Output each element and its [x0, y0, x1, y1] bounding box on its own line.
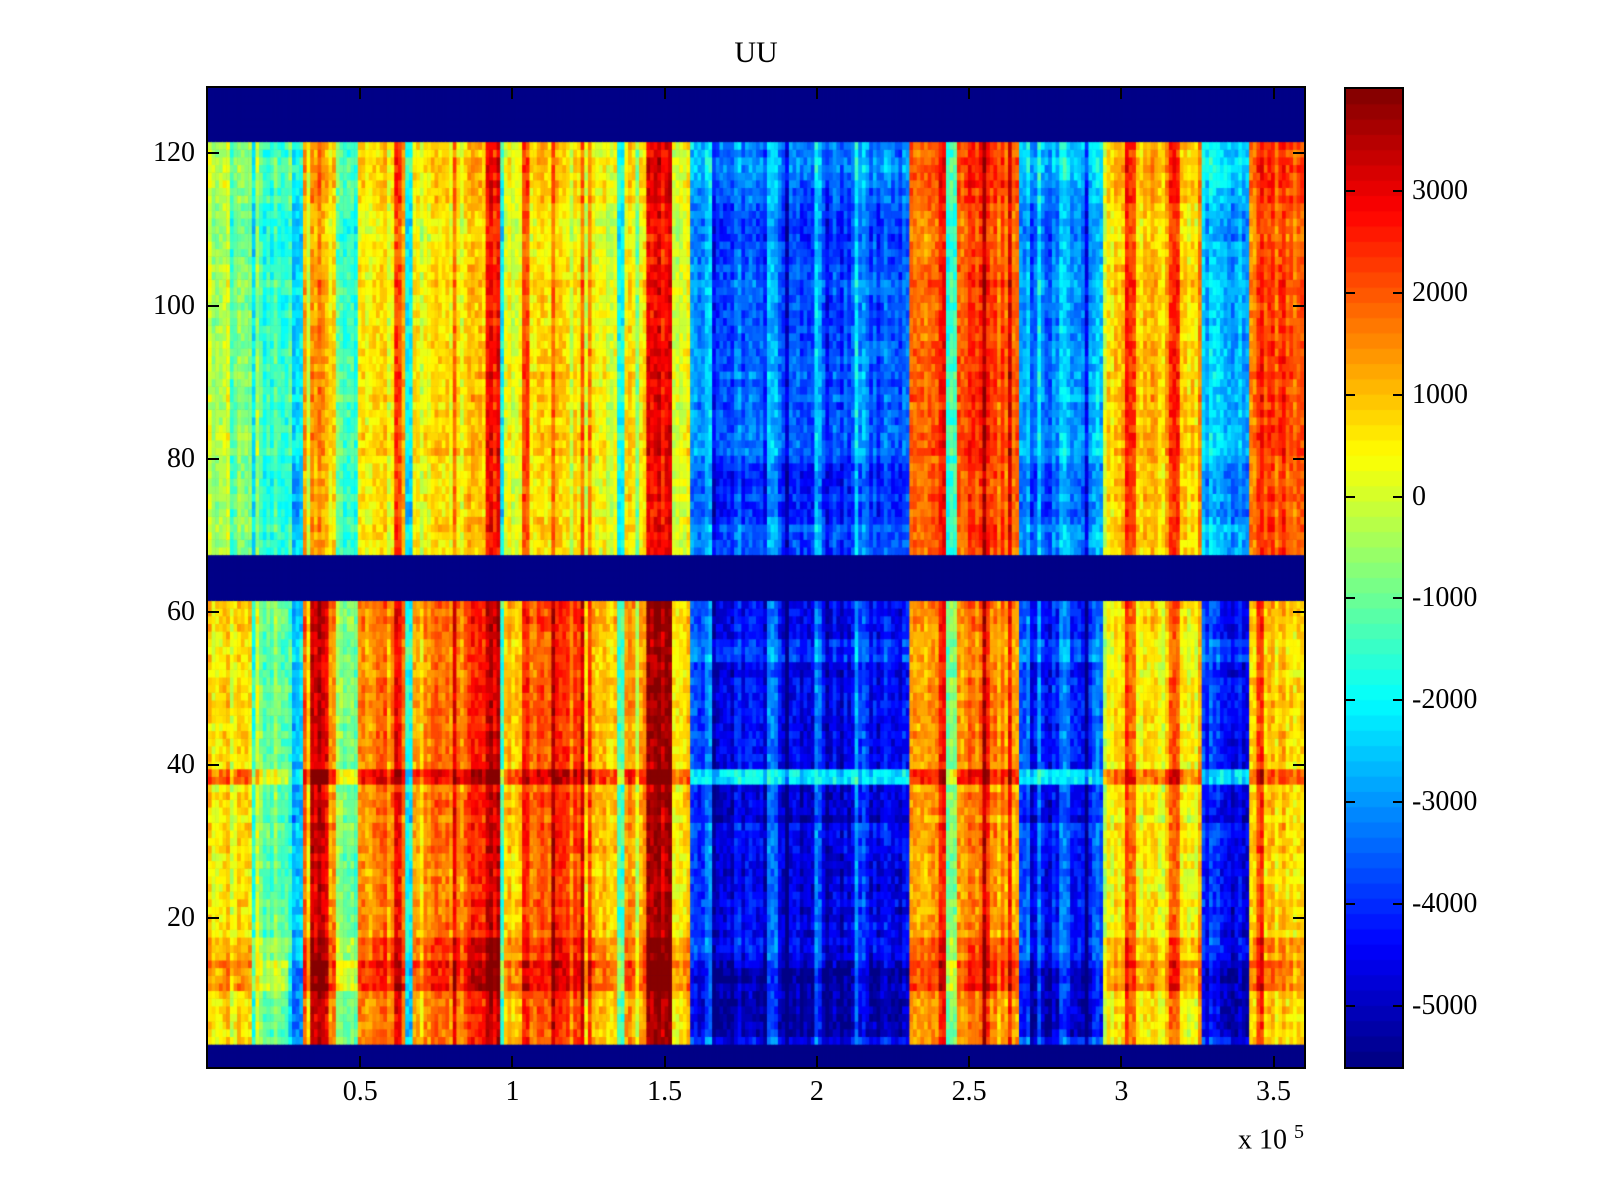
y-tick-left — [208, 763, 219, 766]
x-tick-top — [1120, 88, 1123, 99]
colorbar-tick-right — [1393, 291, 1402, 294]
y-tick-label: 40 — [167, 748, 195, 780]
colorbar-tick-label: 3000 — [1412, 174, 1468, 206]
y-tick-right — [1293, 916, 1304, 919]
y-tick-label: 60 — [167, 595, 195, 627]
x-tick-top — [511, 88, 514, 99]
x-tick-top — [968, 88, 971, 99]
colorbar-tick-right — [1393, 903, 1402, 905]
colorbar-tick-left — [1346, 291, 1355, 294]
colorbar-tick-left — [1346, 801, 1355, 804]
heatmap-canvas — [208, 88, 1304, 1067]
x-tick-bottom — [359, 1056, 362, 1067]
x-tick-label: 3 — [1114, 1076, 1129, 1107]
colorbar-tick-left — [1346, 903, 1355, 905]
x-tick-label: 3.5 — [1256, 1076, 1292, 1107]
y-tick-right — [1293, 304, 1304, 307]
x-tick-bottom — [663, 1056, 666, 1067]
heatmap-plot-box — [206, 86, 1306, 1069]
colorbar-tick-right — [1393, 393, 1402, 396]
colorbar-tick-right — [1393, 801, 1402, 804]
y-tick-right — [1293, 610, 1304, 613]
colorbar-tick-left — [1346, 699, 1355, 702]
colorbar-tick-label: -1000 — [1412, 582, 1478, 614]
colorbar-tick-right — [1393, 699, 1402, 702]
colorbar-tick-right — [1393, 189, 1402, 192]
x-tick-label: 2 — [809, 1076, 824, 1107]
colorbar-tick-left — [1346, 597, 1355, 600]
y-tick-left — [208, 916, 219, 919]
colorbar-tick-label: -4000 — [1412, 888, 1478, 919]
x-tick-label: 1 — [505, 1076, 520, 1107]
x-tick-bottom — [511, 1056, 514, 1067]
y-tick-label: 100 — [153, 289, 195, 321]
y-tick-left — [208, 457, 219, 460]
colorbar-tick-right — [1393, 1004, 1402, 1007]
x-tick-bottom — [815, 1056, 818, 1067]
x-tick-bottom — [1272, 1056, 1275, 1067]
y-tick-left — [208, 152, 219, 154]
y-tick-right — [1293, 152, 1304, 154]
y-tick-label: 120 — [153, 137, 195, 168]
y-tick-left — [208, 610, 219, 613]
colorbar-tick-label: -3000 — [1412, 786, 1478, 818]
x-axis-exponent-base: x 10 — [1238, 1124, 1287, 1156]
colorbar-canvas — [1346, 89, 1402, 1067]
colorbar-tick-label: 1000 — [1412, 378, 1468, 410]
colorbar-tick-left — [1346, 495, 1355, 498]
colorbar — [1344, 87, 1404, 1069]
x-tick-top — [1272, 88, 1275, 99]
x-tick-label: 0.5 — [342, 1076, 378, 1107]
y-tick-right — [1293, 763, 1304, 766]
x-tick-label: 2.5 — [951, 1076, 987, 1107]
x-tick-top — [359, 88, 362, 99]
x-axis-exponent-label: x 10 5 — [1238, 1118, 1304, 1154]
y-tick-right — [1293, 457, 1304, 460]
colorbar-tick-left — [1346, 189, 1355, 192]
colorbar-tick-right — [1393, 495, 1402, 498]
x-tick-top — [663, 88, 666, 99]
colorbar-tick-label: 0 — [1412, 480, 1426, 512]
x-tick-top — [815, 88, 818, 99]
colorbar-tick-label: -5000 — [1412, 989, 1478, 1021]
colorbar-tick-left — [1346, 1004, 1355, 1007]
colorbar-tick-label: -2000 — [1412, 684, 1478, 716]
x-tick-bottom — [1120, 1056, 1123, 1067]
chart-title: UU — [734, 36, 778, 69]
colorbar-tick-left — [1346, 393, 1355, 396]
y-tick-label: 80 — [167, 442, 195, 474]
x-axis-exponent-power: 5 — [1294, 1121, 1304, 1143]
y-tick-left — [208, 304, 219, 307]
x-tick-label: 1.5 — [647, 1076, 683, 1107]
colorbar-tick-right — [1393, 597, 1402, 600]
y-tick-label: 20 — [167, 901, 195, 933]
colorbar-tick-label: 2000 — [1412, 276, 1468, 308]
x-tick-bottom — [968, 1056, 971, 1067]
